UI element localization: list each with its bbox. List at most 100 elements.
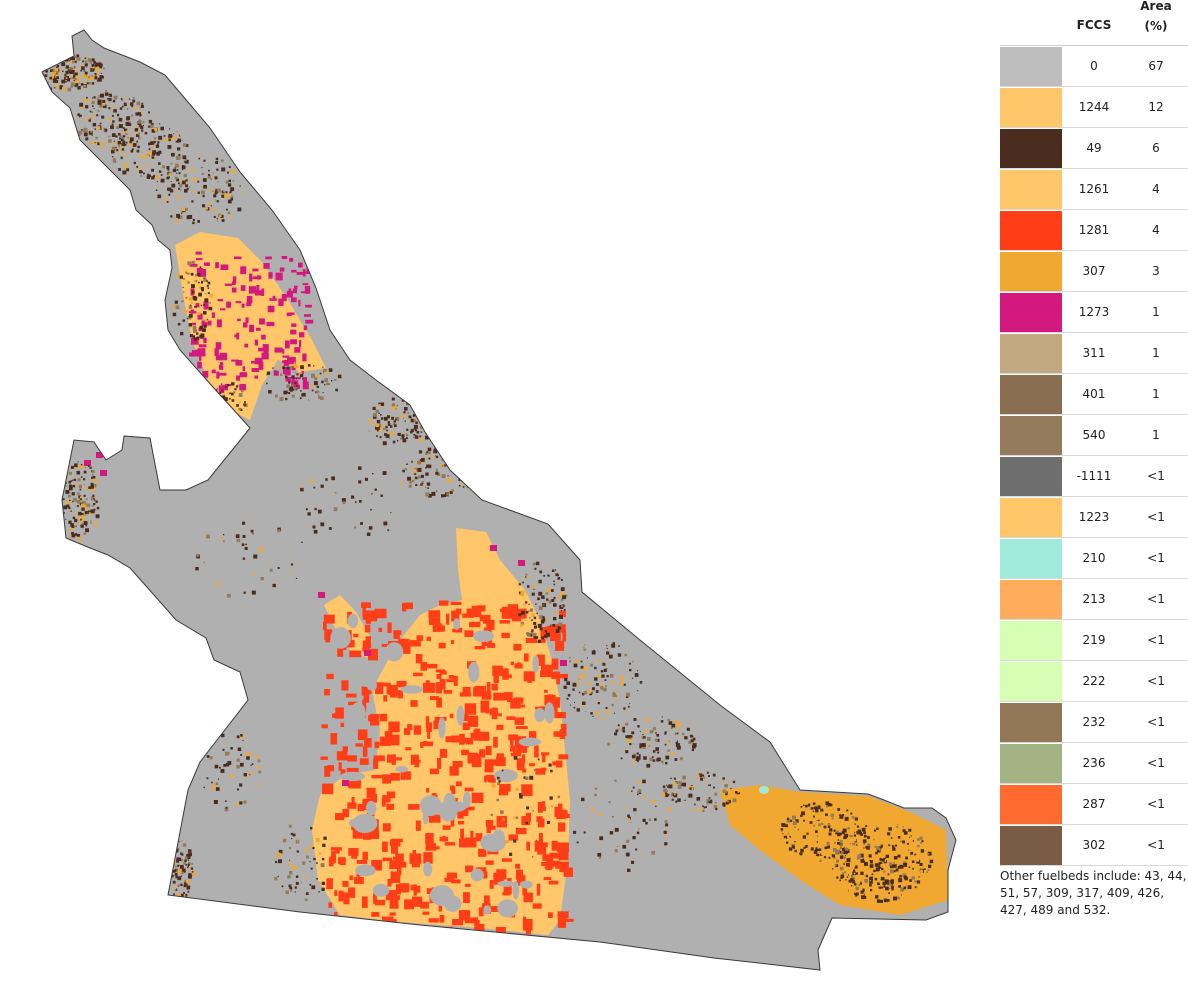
fuel-speck [709, 784, 711, 787]
fuel-speck [630, 821, 632, 823]
fuel-speck [52, 68, 57, 73]
fuel-speck [888, 844, 891, 847]
fuel-speck [597, 852, 602, 857]
fuel-speck [420, 431, 423, 433]
fuel-speck [864, 862, 868, 866]
fuel-speck [23, 74, 26, 77]
fuel-patch [370, 713, 380, 726]
fuel-speck [183, 892, 185, 894]
fuel-speck [225, 762, 230, 767]
fuel-patch [405, 747, 412, 751]
fuel-speck [319, 372, 322, 375]
fuel-speck [31, 56, 33, 58]
legend-row: 49 6 [1000, 128, 1188, 169]
fuel-speck [136, 101, 141, 106]
fuel-speck [508, 744, 511, 747]
fuel-patch [411, 760, 421, 764]
fuel-speck [300, 390, 302, 392]
fuel-speck [206, 777, 209, 780]
fuel-patch [538, 833, 543, 844]
fuel-speck [236, 803, 240, 806]
fuel-speck [920, 841, 923, 844]
fuel-speck [473, 462, 475, 465]
fuel-speck [188, 297, 193, 301]
fuel-speck [201, 401, 206, 405]
fuel-speck [20, 72, 22, 74]
fuel-patch [439, 836, 449, 842]
fuel-speck [891, 888, 894, 891]
fuel-patch [226, 301, 231, 308]
fuel-speck [184, 894, 186, 897]
fuel-speck [169, 187, 172, 189]
fuel-patch [224, 283, 232, 286]
fuel-patch [328, 902, 333, 908]
fuel-patch [387, 919, 397, 923]
fuel-patch [299, 332, 305, 338]
fuel-speck [553, 583, 556, 586]
fuel-speck [664, 793, 669, 798]
fuel-speck [583, 831, 586, 834]
fuel-speck [732, 798, 737, 803]
fuel-patch [393, 630, 402, 635]
fuel-speck [92, 97, 94, 99]
fuel-patch [341, 680, 349, 691]
fuel-speck [865, 825, 868, 828]
fuel-patch [345, 693, 357, 698]
fuel-speck [443, 494, 447, 497]
fuel-speck [216, 168, 219, 171]
fuel-speck [89, 512, 92, 515]
fuel-speck [32, 75, 33, 76]
fuel-patch [425, 663, 438, 669]
fuel-speck [497, 776, 500, 780]
fuel-speck [889, 859, 893, 862]
legend-rows: 0 67 1244 12 49 6 1261 4 1281 4 307 3 1273 1 311 1 401 1 5… [1000, 45, 1188, 866]
fuel-speck [257, 759, 261, 763]
fuel-speck [88, 82, 91, 85]
fuel-speck [673, 791, 675, 793]
fuel-speck [71, 492, 75, 496]
fuel-speck [459, 455, 464, 460]
fuel-speck [879, 857, 883, 861]
fuel-speck [632, 786, 635, 789]
fuel-speck [573, 706, 576, 709]
fuel-speck [238, 408, 241, 411]
fuel-speck [627, 814, 630, 818]
fuel-speck [191, 862, 194, 865]
fuel-speck [292, 567, 294, 569]
fuel-speck [227, 384, 230, 387]
fuel-speck [426, 408, 429, 411]
fuel-patch [491, 683, 498, 691]
fuel-speck [690, 809, 693, 812]
fuel-patch [464, 703, 477, 715]
fuel-speck [645, 718, 650, 722]
fuel-speck [295, 839, 300, 844]
fuel-speck [787, 832, 790, 835]
fuel-speck [466, 460, 469, 462]
fuel-speck [56, 76, 59, 80]
fuel-speck [538, 591, 543, 596]
fuel-speck [639, 856, 642, 858]
fuel-patch [275, 272, 283, 281]
fuel-speck [106, 140, 108, 142]
fuel-speck [723, 804, 726, 807]
fuel-speck [543, 604, 545, 606]
fuel-speck [390, 425, 393, 428]
fuel-patch [402, 602, 407, 612]
fuel-patch [211, 312, 215, 318]
fuel-speck [874, 863, 879, 867]
fuel-speck [845, 879, 847, 881]
fuel-speck [229, 398, 231, 400]
fuel-patch [340, 771, 366, 782]
fuel-speck [511, 786, 513, 788]
fuel-speck [188, 849, 192, 853]
fuel-speck [377, 423, 382, 428]
fuel-patch [487, 643, 496, 648]
fuel-patch [261, 334, 266, 340]
fuel-speck [818, 823, 821, 827]
fuel-speck [915, 883, 918, 886]
fuel-speck [249, 772, 253, 776]
fuel-speck [826, 804, 829, 808]
fuel-speck [637, 670, 639, 672]
fuel-patch [382, 857, 393, 862]
fuel-speck [171, 303, 174, 306]
